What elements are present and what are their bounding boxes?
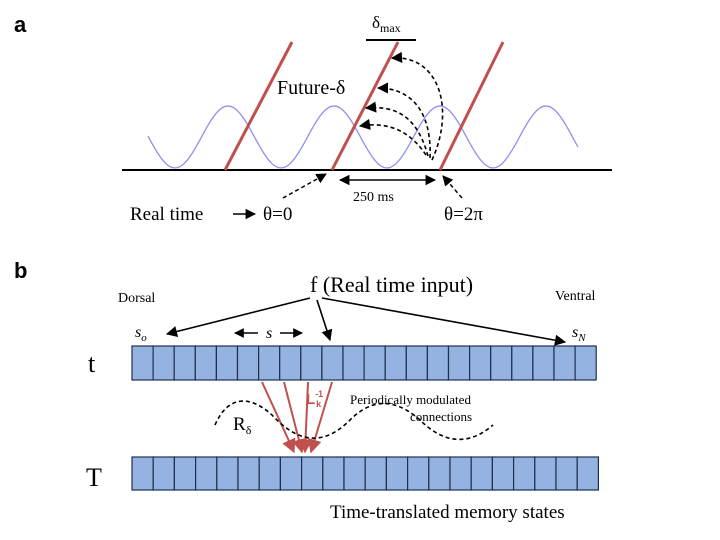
cell <box>321 345 344 381</box>
operator-label: Lk-1 <box>306 389 323 409</box>
connections-label: Periodically modulated <box>350 392 471 407</box>
cell <box>363 345 386 381</box>
input-label: f (Real time input) <box>310 272 473 297</box>
cell-row <box>131 456 600 491</box>
panel-label: a <box>14 12 27 37</box>
real-time-label: Real time <box>130 204 203 225</box>
cell <box>131 345 154 381</box>
phase-ramps <box>223 41 505 171</box>
cell <box>279 345 302 381</box>
modulation-label: Rδ <box>233 414 252 437</box>
cell <box>301 456 324 491</box>
s-last: sN <box>572 324 586 344</box>
s-spacing: s <box>266 325 272 342</box>
cell <box>194 345 218 381</box>
ventral-label: Ventral <box>555 289 596 304</box>
cell <box>152 456 175 491</box>
cell <box>384 345 407 381</box>
cell <box>490 345 513 381</box>
prediction-arcs <box>358 51 444 161</box>
cell <box>279 456 303 491</box>
theta-end: θ=2π <box>444 204 483 225</box>
cell <box>216 456 239 491</box>
cell <box>364 456 388 491</box>
caption: Time-translated memory states <box>330 502 565 523</box>
delta-max: δmax <box>372 13 401 35</box>
connections-label: connections <box>410 409 472 424</box>
theta-start: θ=0 <box>263 204 292 225</box>
theta-start-arrow <box>282 173 327 199</box>
cell <box>385 456 409 491</box>
cell <box>236 345 260 381</box>
cell <box>428 456 451 491</box>
cell <box>343 456 366 491</box>
cell <box>469 345 492 381</box>
cell <box>470 456 494 491</box>
cell <box>342 345 365 381</box>
cell <box>300 345 323 381</box>
cell <box>553 345 576 381</box>
dorsal-label: Dorsal <box>118 291 155 306</box>
cell <box>534 456 557 491</box>
input-arrows <box>165 297 567 346</box>
cell <box>258 456 282 491</box>
cell <box>173 456 197 491</box>
row-label: T <box>86 463 102 492</box>
cell <box>322 456 345 491</box>
translation-arrows <box>261 381 333 454</box>
theta-end-arrow <box>442 175 463 199</box>
s-first: so <box>135 324 147 344</box>
interval-label: 250 ms <box>353 190 394 205</box>
cell <box>152 345 175 381</box>
cell <box>407 456 430 491</box>
cell <box>532 345 555 381</box>
cell <box>426 345 450 381</box>
cell <box>511 345 534 381</box>
cell <box>576 456 600 491</box>
cell <box>512 456 536 491</box>
cell <box>447 345 471 381</box>
cell <box>258 345 281 381</box>
cell <box>131 456 154 491</box>
modulation-wave <box>214 400 494 441</box>
cell <box>173 345 196 381</box>
cell <box>555 456 578 491</box>
cell <box>237 456 260 491</box>
future-label: Future-δ <box>277 77 345 99</box>
cell <box>215 345 239 381</box>
cell-row <box>131 345 597 381</box>
cell <box>449 456 472 491</box>
cell <box>574 345 597 381</box>
row-label: t <box>88 349 96 378</box>
panel-label: b <box>14 258 27 283</box>
cell <box>195 456 218 491</box>
cell <box>405 345 428 381</box>
cell <box>491 456 515 491</box>
theta-wave <box>147 105 579 169</box>
